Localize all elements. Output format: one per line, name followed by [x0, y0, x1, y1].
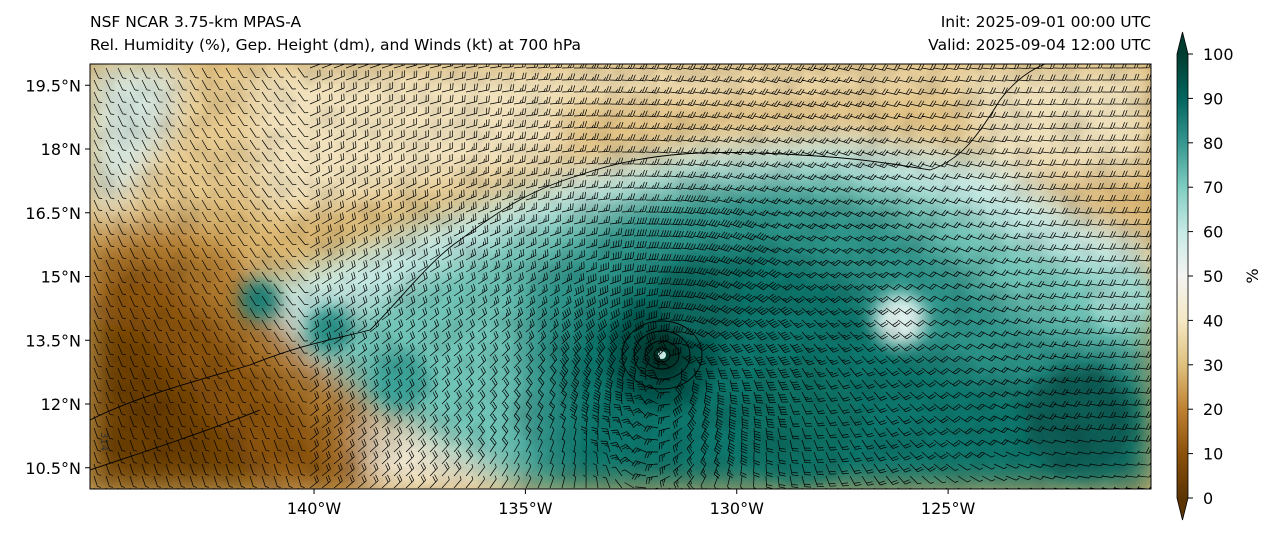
colorbar-tick-label: 20: [1203, 400, 1223, 419]
colorbar-tick-label: 100: [1203, 45, 1234, 64]
colorbar-tick-label: 50: [1203, 267, 1223, 286]
colorbar-tick-label: 70: [1203, 178, 1223, 197]
wind-barbs: [93, 64, 1151, 489]
valid-time: Valid: 2025-09-04 12:00 UTC: [928, 36, 1151, 54]
lon-tick-label: 140°W: [287, 499, 342, 518]
lat-tick-label: 19.5°N: [25, 76, 81, 95]
colorbar-gradient: [1177, 54, 1188, 498]
lat-tick-label: 15°N: [41, 268, 81, 287]
latitude-axis: 19.5°N 18°N 16.5°N 15°N 13.5°N 12°N 10.5°N: [25, 76, 90, 478]
lon-tick-label: 135°W: [498, 499, 553, 518]
colorbar-tick-label: 30: [1203, 356, 1223, 375]
lat-tick-label: 12°N: [41, 395, 81, 414]
wind-barb-set: [93, 64, 1151, 489]
colorbar-unit: %: [1243, 268, 1262, 283]
lat-tick-label: 16.5°N: [25, 204, 81, 223]
fields-title: Rel. Humidity (%), Gep. Height (dm), and…: [90, 36, 582, 54]
colorbar-tick-label: 10: [1203, 445, 1223, 464]
colorbar-tick-label: 80: [1203, 134, 1223, 153]
colorbar-tick-label: 40: [1203, 311, 1223, 330]
lon-tick-label: 125°W: [921, 499, 976, 518]
colorbar-max-arrow: [1177, 32, 1188, 54]
colorbar-tick-label: 90: [1203, 89, 1223, 108]
lat-tick-label: 13.5°N: [25, 331, 81, 350]
longitude-axis: 140°W 135°W 130°W 125°W: [287, 489, 976, 518]
model-title: NSF NCAR 3.75-km MPAS-A: [90, 13, 302, 31]
init-time: Init: 2025-09-01 00:00 UTC: [940, 13, 1151, 31]
colorbar-tick-label: 60: [1203, 223, 1223, 242]
lat-tick-label: 10.5°N: [25, 459, 81, 478]
lon-tick-label: 130°W: [710, 499, 765, 518]
lat-tick-label: 18°N: [41, 140, 81, 159]
colorbar-tick-label: 0: [1203, 489, 1213, 508]
colorbar: 0 10 20 30 40 50 60 70 80 90 100 %: [1176, 31, 1262, 521]
contour-label: 314: [98, 432, 109, 451]
colorbar-min-arrow: [1177, 498, 1188, 520]
